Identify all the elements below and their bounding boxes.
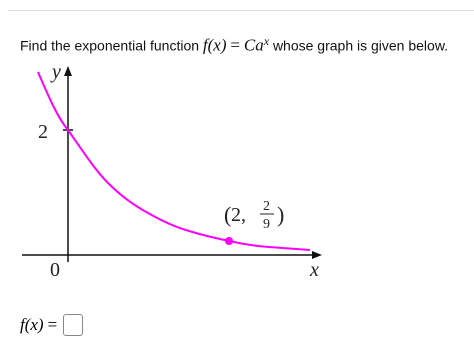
formula-base: Ca	[243, 35, 264, 55]
x-axis-label: x	[309, 259, 319, 281]
answer-eq: =	[47, 315, 58, 334]
formula-lhs: f(x)	[202, 35, 227, 55]
answer: f(x) =	[20, 314, 84, 336]
y-intercept-label: 2	[38, 121, 48, 143]
point-y-den: 9	[263, 217, 270, 232]
separator	[8, 10, 474, 11]
formula-exponent: x	[263, 34, 270, 48]
curve	[37, 71, 311, 251]
answer-lhs: f(x)	[20, 315, 44, 334]
x-arrow	[312, 251, 322, 259]
question-text: whose graph is given below.	[272, 37, 449, 54]
point-y-num: 2	[263, 199, 270, 214]
question-text: Find the exponential function	[20, 37, 200, 54]
formula-eq: =	[230, 35, 240, 55]
point-x: 2,	[231, 204, 246, 226]
point-paren: (	[224, 202, 231, 227]
point	[225, 237, 233, 245]
answer-input[interactable]	[63, 314, 84, 336]
point-paren: )	[277, 202, 284, 227]
question: Find the exponential function f(x) = Cax…	[20, 34, 448, 56]
y-axis-label: y	[50, 61, 61, 83]
origin-label: 0	[50, 259, 60, 281]
y-arrow	[64, 66, 72, 76]
